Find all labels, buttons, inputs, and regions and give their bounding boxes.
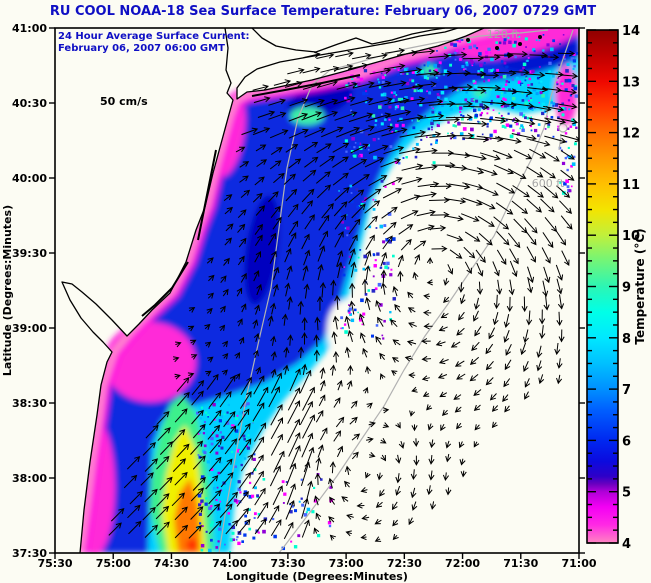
- colorbar-tick-label: 9: [622, 281, 631, 296]
- colorbar-title: Temperature (°C): [633, 228, 647, 344]
- y-tick-label: 39:30: [12, 247, 47, 260]
- colorbar-tick-label: 8: [622, 332, 631, 347]
- y-tick-label: 39:00: [12, 322, 47, 335]
- isobath-label: 120 ft: [487, 28, 520, 41]
- colorbar-tick-label: 6: [622, 434, 631, 449]
- colorbar-tick-label: 14: [622, 24, 640, 39]
- y-tick-label: 37:30: [12, 547, 47, 560]
- speckle-noise: [196, 34, 579, 553]
- x-tick-label: 72:30: [387, 557, 422, 570]
- x-tick-label: 71:00: [561, 557, 596, 570]
- x-tick-label: 72:00: [445, 557, 480, 570]
- x-tick-label: 75:00: [96, 557, 131, 570]
- x-tick-label: 74:00: [212, 557, 247, 570]
- coastline: [61, 28, 542, 553]
- colorbar-tick-label: 11: [622, 178, 640, 193]
- y-tick-label: 41:00: [12, 22, 47, 35]
- axes: 75:30 75:00 74:30 74:00 73:30 73:00 72:30 72:00…: [1, 22, 597, 583]
- colorbar-tick-label: 13: [622, 75, 640, 90]
- figure-title: RU COOL NOAA-18 Sea Surface Temperature:…: [50, 4, 596, 19]
- y-tick-label: 38:00: [12, 472, 47, 485]
- colorbar-tick-label: 4: [622, 537, 631, 552]
- colorbar: 14 13 12 11 10 9 8 7 6 5 4 Temperature (°C): [586, 24, 647, 552]
- colorbar-tick-label: 5: [622, 486, 631, 501]
- annotation-line1: 24 Hour Average Surface Current:: [58, 31, 250, 42]
- isobath-label: 600 ft: [532, 177, 565, 190]
- x-tick-label: 73:30: [270, 557, 305, 570]
- plot-frame: [54, 27, 580, 554]
- colorbar-tick-label: 7: [622, 383, 631, 398]
- plot-area: [55, 28, 579, 553]
- x-tick-label: 74:30: [154, 557, 189, 570]
- annotation-line2: February 06, 2007 06:00 GMT: [58, 43, 225, 54]
- x-tick-label: 75:30: [37, 557, 72, 570]
- y-tick-label: 40:00: [12, 172, 47, 185]
- y-axis-title: Latitude (Degrees:Minutes): [1, 205, 14, 376]
- current-vectors: [108, 47, 579, 542]
- y-tick-label: 38:30: [12, 397, 47, 410]
- vector-scale-label: 50 cm/s: [100, 95, 148, 108]
- colorbar-tick-label: 10: [622, 229, 640, 244]
- x-tick-label: 71:30: [503, 557, 538, 570]
- x-axis-title: Longitude (Degrees:Minutes): [226, 570, 408, 583]
- x-tick-label: 73:00: [329, 557, 364, 570]
- y-tick-label: 40:30: [12, 97, 47, 110]
- colorbar-tick-label: 12: [622, 127, 640, 142]
